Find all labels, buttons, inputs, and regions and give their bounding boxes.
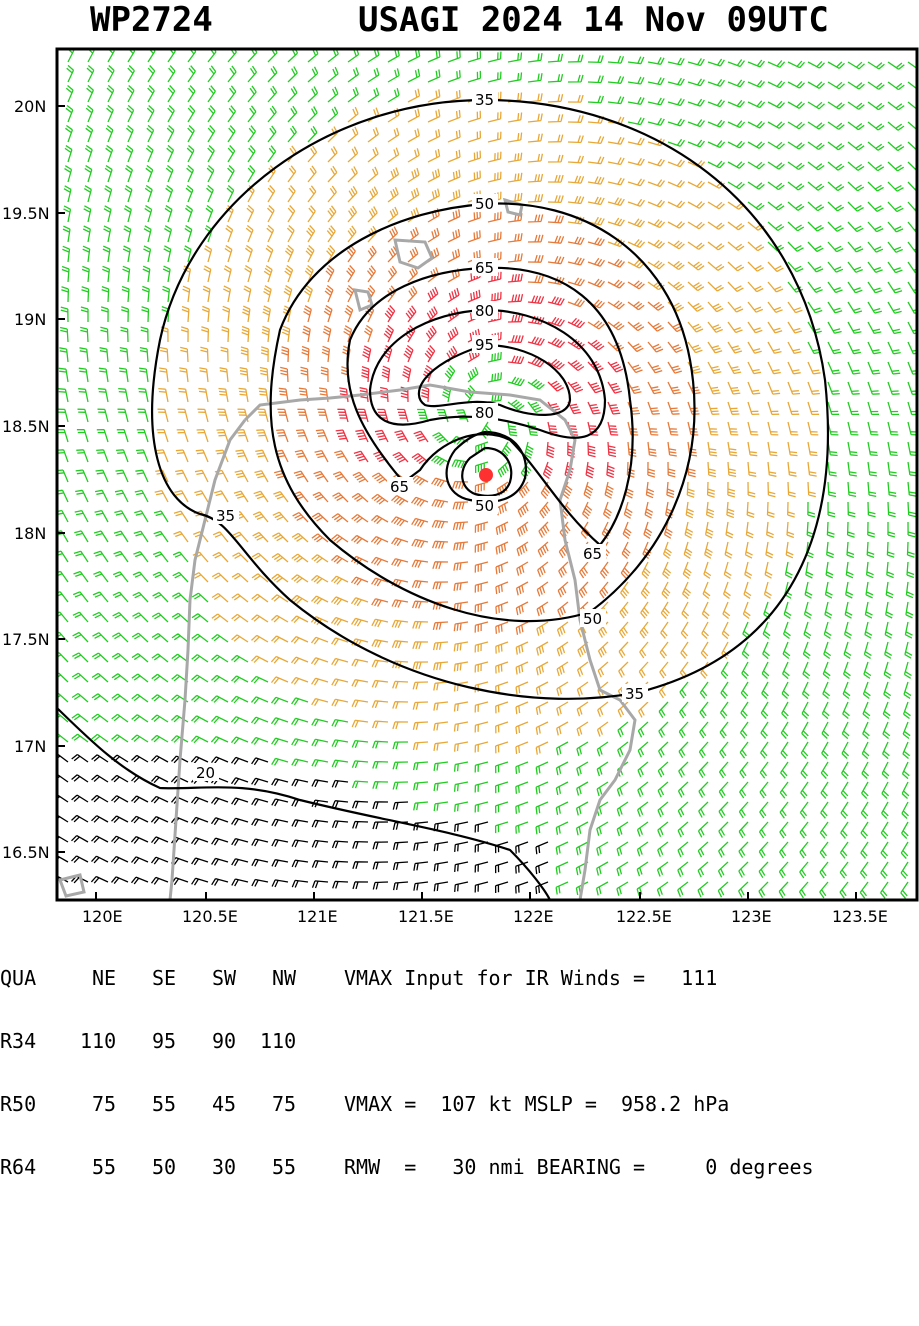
contour-label: 20 [196,764,215,782]
y-tick-label: 19N [14,310,46,329]
table-cell: R34 [0,1031,36,1052]
table-cell: SE [152,968,176,989]
x-tick-label: 123E [731,907,772,926]
x-tick-label: 120E [82,907,123,926]
table-cell: 75 [272,1094,296,1115]
table-row: R64 55 50 30 55 RMW = 30 nmi BEARING = 0… [0,1157,919,1178]
table-cell: 30 [212,1157,236,1178]
x-tick-label: 121.5E [398,907,454,926]
table-cell: NE [92,968,116,989]
table-note: VMAX Input for IR Winds = 111 [344,968,717,989]
x-tick-label: 122E [513,907,554,926]
contour-label: 65 [583,545,602,563]
table-cell: 55 [272,1157,296,1178]
table-cell: 55 [92,1157,116,1178]
contour-label: 50 [475,195,494,213]
x-tick-label: 123.5E [832,907,888,926]
y-tick-label: 18N [14,524,46,543]
contour-label: 95 [475,336,494,354]
table-cell: 45 [212,1094,236,1115]
x-tick-label: 120.5E [182,907,238,926]
contour-label: 80 [475,404,494,422]
x-tick-label: 122.5E [616,907,672,926]
contour-label: 65 [475,259,494,277]
table-cell: 90 [212,1031,236,1052]
x-tick-label: 121E [297,907,338,926]
y-tick-label: 19.5N [2,204,50,223]
table-cell: 75 [92,1094,116,1115]
table-row: R34 110 95 90 110 [0,1031,919,1052]
x-axis-labels: 120E 120.5E 121E 121.5E 122E 122.5E 123E… [82,907,888,926]
table-note: VMAX = 107 kt MSLP = 958.2 hPa [344,1094,729,1115]
table-row: R50 75 55 45 75 VMAX = 107 kt MSLP = 958… [0,1094,919,1115]
y-tick-label: 17N [14,737,46,756]
table-cell: NW [272,968,296,989]
table-cell: 50 [152,1157,176,1178]
table-cell: QUA [0,968,36,989]
wind-radii-table: QUA NE SE SW NW VMAX Input for IR Winds … [0,926,919,1199]
y-tick-label: 16.5N [2,843,50,862]
contour-label: 80 [475,302,494,320]
table-header-row: QUA NE SE SW NW VMAX Input for IR Winds … [0,968,919,989]
table-cell: R64 [0,1157,36,1178]
table-cell: 110 [260,1031,296,1052]
table-cell: R50 [0,1094,36,1115]
table-note: RMW = 30 nmi BEARING = 0 degrees [344,1157,814,1178]
y-tick-label: 18.5N [2,417,50,436]
contour-label: 35 [625,685,644,703]
contour-label: 65 [390,478,409,496]
y-tick-label: 20N [14,97,46,116]
wind-map: 35 50 65 80 95 80 65 50 65 50 35 35 20 [0,0,919,1014]
contour-label: 35 [216,507,235,525]
contour-label: 50 [583,610,602,628]
table-cell: 55 [152,1094,176,1115]
table-cell: 95 [152,1031,176,1052]
contour-label: 50 [475,497,494,515]
y-axis-labels: 20N 19.5N 19N 18.5N 18N 17.5N 17N 16.5N [2,97,50,862]
contour-label: 35 [475,91,494,109]
y-tick-label: 17.5N [2,630,50,649]
table-cell: 110 [80,1031,116,1052]
table-cell: SW [212,968,236,989]
storm-center [479,468,493,482]
